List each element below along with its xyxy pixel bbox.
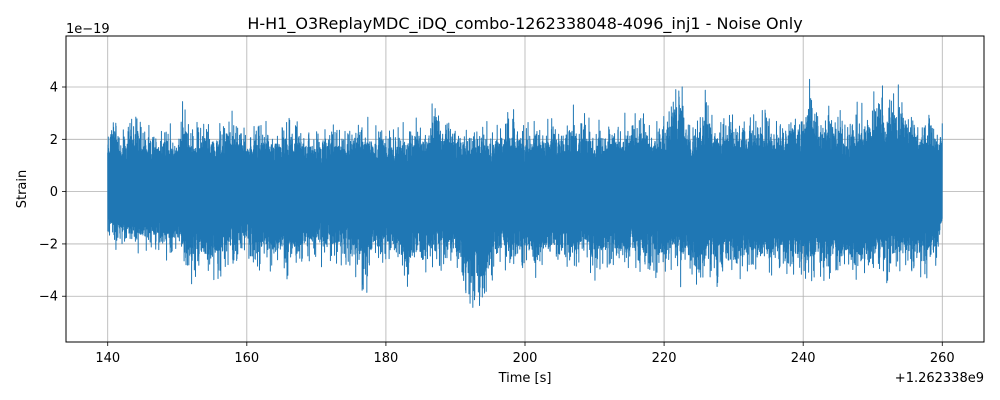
y-tick-label: −2: [39, 237, 58, 252]
y-scale-label: 1e−19: [66, 22, 110, 37]
x-tick-label: 140: [95, 351, 120, 366]
x-tick-label: 200: [513, 351, 538, 366]
x-tick-label: 180: [373, 351, 398, 366]
x-tick-label: 260: [930, 351, 955, 366]
x-tick-label: 220: [652, 351, 677, 366]
y-axis-ticks: −4 −2 0 2 4: [39, 81, 66, 305]
strain-trace: [107, 78, 943, 308]
y-tick-label: 2: [50, 133, 58, 148]
y-tick-label: −4: [39, 290, 58, 305]
y-tick-label: 4: [50, 81, 58, 96]
series-strain: [107, 78, 943, 308]
x-offset-label: +1.262338e9: [895, 371, 984, 386]
y-tick-label: 0: [50, 185, 58, 200]
chart-title: H-H1_O3ReplayMDC_iDQ_combo-1262338048-40…: [247, 14, 802, 34]
x-tick-label: 160: [234, 351, 259, 366]
y-axis-label: Strain: [15, 170, 30, 209]
x-tick-label: 240: [791, 351, 816, 366]
x-axis-ticks: 140 160 180 200 220 240 260: [95, 342, 955, 366]
x-axis-label: Time [s]: [498, 371, 552, 386]
